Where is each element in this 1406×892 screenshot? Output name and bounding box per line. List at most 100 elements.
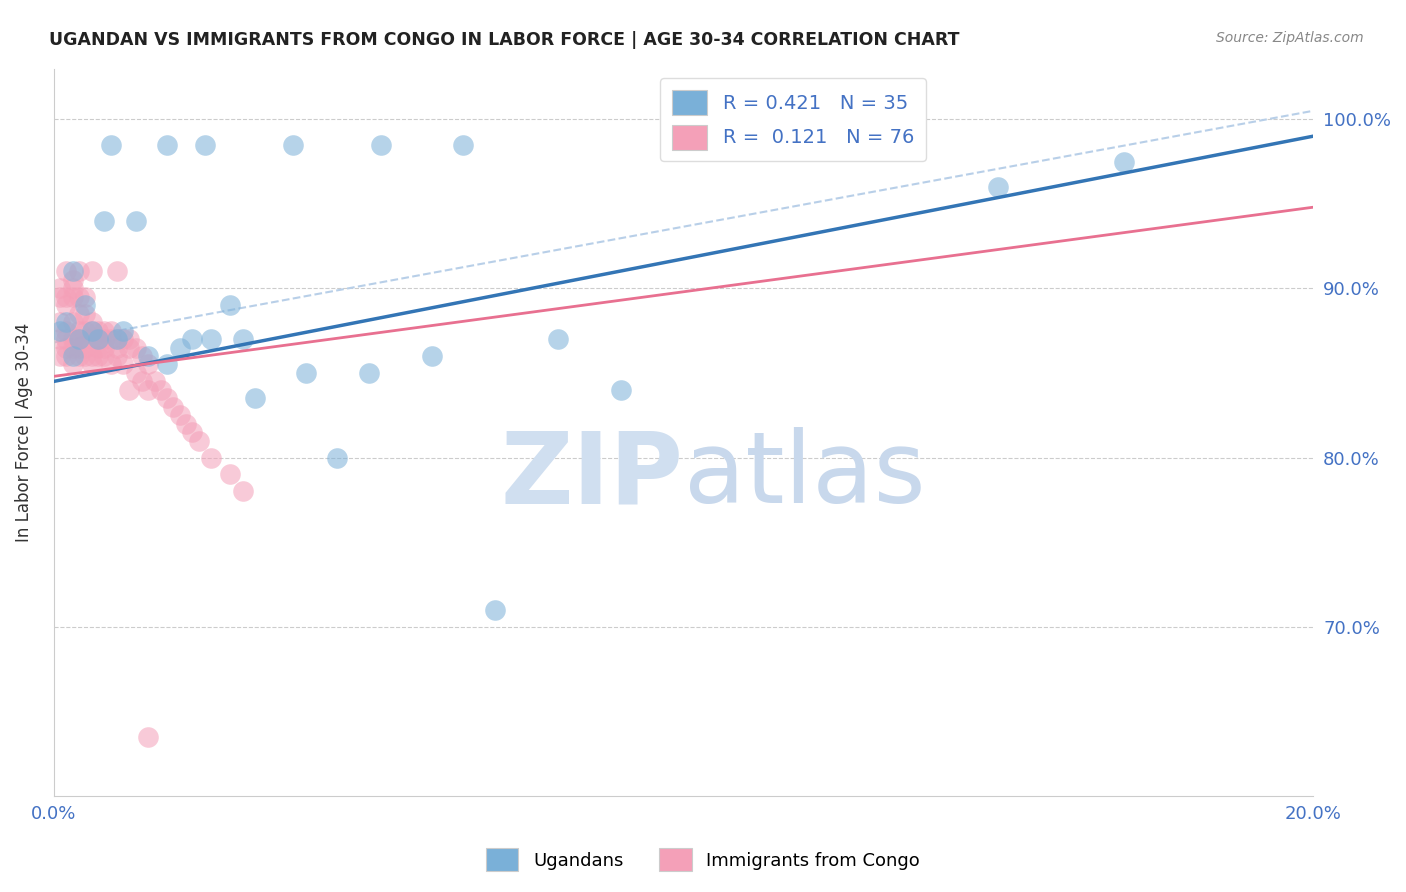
Point bbox=[87, 341, 110, 355]
Point bbox=[55, 349, 77, 363]
Point bbox=[105, 341, 128, 355]
Point bbox=[62, 315, 84, 329]
Point bbox=[80, 324, 103, 338]
Point bbox=[75, 290, 97, 304]
Point bbox=[80, 324, 103, 338]
Point bbox=[131, 375, 153, 389]
Point bbox=[100, 358, 122, 372]
Point bbox=[219, 467, 242, 482]
Point bbox=[67, 324, 90, 338]
Text: Source: ZipAtlas.com: Source: ZipAtlas.com bbox=[1216, 31, 1364, 45]
Point bbox=[80, 315, 103, 329]
Point bbox=[169, 409, 191, 423]
Point bbox=[62, 290, 84, 304]
Point bbox=[484, 603, 506, 617]
Point bbox=[80, 332, 103, 346]
Point bbox=[55, 341, 77, 355]
Point bbox=[67, 332, 90, 346]
Point bbox=[118, 341, 141, 355]
Point bbox=[93, 349, 115, 363]
Point bbox=[49, 315, 72, 329]
Point bbox=[136, 358, 159, 372]
Point bbox=[112, 332, 135, 346]
Point bbox=[357, 366, 380, 380]
Point bbox=[55, 264, 77, 278]
Point bbox=[67, 264, 90, 278]
Point bbox=[118, 383, 141, 397]
Point bbox=[118, 332, 141, 346]
Point bbox=[609, 383, 631, 397]
Point bbox=[93, 332, 115, 346]
Point bbox=[67, 332, 90, 346]
Point bbox=[987, 180, 1010, 194]
Point bbox=[75, 349, 97, 363]
Legend: R = 0.421   N = 35, R =  0.121   N = 76: R = 0.421 N = 35, R = 0.121 N = 76 bbox=[661, 78, 925, 161]
Point bbox=[245, 392, 267, 406]
Point bbox=[75, 324, 97, 338]
Point bbox=[232, 484, 254, 499]
Point bbox=[62, 264, 84, 278]
Point bbox=[55, 332, 77, 346]
Point bbox=[1114, 154, 1136, 169]
Point bbox=[169, 341, 191, 355]
Point bbox=[125, 213, 148, 227]
Point bbox=[420, 349, 443, 363]
Point bbox=[67, 307, 90, 321]
Point bbox=[62, 332, 84, 346]
Point bbox=[93, 213, 115, 227]
Point bbox=[105, 349, 128, 363]
Point bbox=[93, 341, 115, 355]
Y-axis label: In Labor Force | Age 30-34: In Labor Force | Age 30-34 bbox=[15, 323, 32, 541]
Point bbox=[67, 349, 90, 363]
Point bbox=[156, 137, 179, 152]
Point bbox=[62, 341, 84, 355]
Point bbox=[156, 358, 179, 372]
Point bbox=[294, 366, 316, 380]
Point bbox=[232, 332, 254, 346]
Point bbox=[100, 137, 122, 152]
Point bbox=[136, 383, 159, 397]
Point bbox=[62, 349, 84, 363]
Point bbox=[105, 264, 128, 278]
Text: UGANDAN VS IMMIGRANTS FROM CONGO IN LABOR FORCE | AGE 30-34 CORRELATION CHART: UGANDAN VS IMMIGRANTS FROM CONGO IN LABO… bbox=[49, 31, 960, 49]
Point bbox=[49, 324, 72, 338]
Point bbox=[105, 332, 128, 346]
Point bbox=[100, 332, 122, 346]
Point bbox=[75, 332, 97, 346]
Point bbox=[136, 730, 159, 744]
Point bbox=[62, 358, 84, 372]
Point bbox=[87, 324, 110, 338]
Point bbox=[93, 324, 115, 338]
Point bbox=[49, 281, 72, 295]
Point bbox=[62, 273, 84, 287]
Point bbox=[75, 307, 97, 321]
Point bbox=[49, 349, 72, 363]
Point bbox=[62, 281, 84, 295]
Point bbox=[87, 332, 110, 346]
Point bbox=[187, 434, 209, 448]
Point bbox=[80, 358, 103, 372]
Point bbox=[87, 332, 110, 346]
Point bbox=[219, 298, 242, 312]
Point bbox=[149, 383, 172, 397]
Point bbox=[55, 324, 77, 338]
Point bbox=[194, 137, 217, 152]
Point bbox=[55, 298, 77, 312]
Legend: Ugandans, Immigrants from Congo: Ugandans, Immigrants from Congo bbox=[478, 841, 928, 879]
Point bbox=[131, 349, 153, 363]
Point bbox=[67, 290, 90, 304]
Point bbox=[547, 332, 569, 346]
Point bbox=[105, 332, 128, 346]
Point bbox=[100, 324, 122, 338]
Point bbox=[75, 341, 97, 355]
Point bbox=[75, 298, 97, 312]
Point bbox=[162, 400, 184, 414]
Point bbox=[181, 425, 204, 439]
Point bbox=[80, 349, 103, 363]
Point bbox=[326, 450, 349, 465]
Point bbox=[451, 137, 474, 152]
Point bbox=[112, 358, 135, 372]
Point bbox=[181, 332, 204, 346]
Point bbox=[112, 324, 135, 338]
Text: atlas: atlas bbox=[683, 427, 925, 524]
